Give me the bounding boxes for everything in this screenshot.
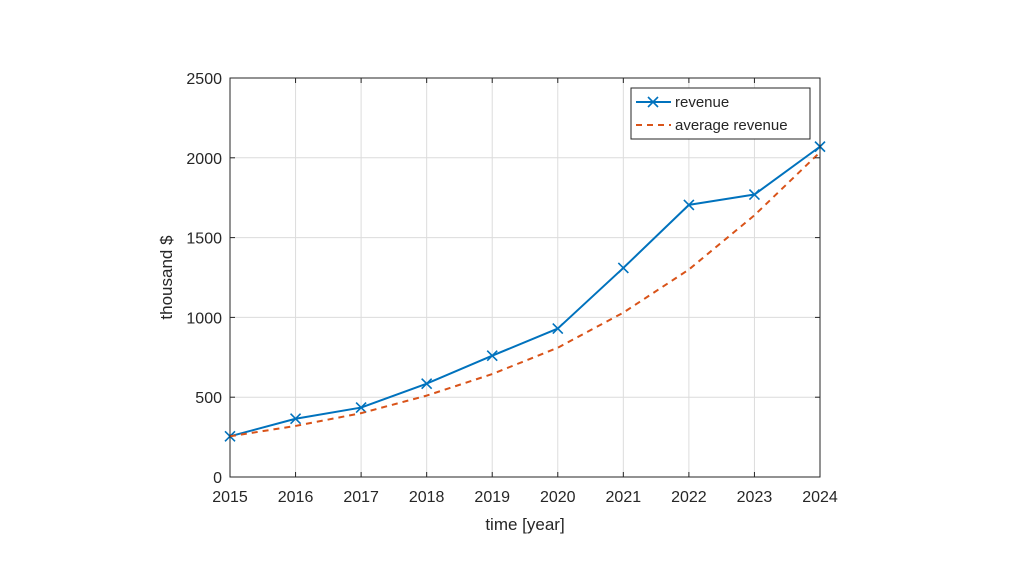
x-tick-label: 2024	[802, 489, 838, 506]
y-tick-label: 2000	[186, 151, 222, 168]
legend-box	[630, 87, 811, 140]
x-tick-label: 2021	[606, 489, 642, 506]
x-axis-label: time [year]	[485, 515, 564, 534]
data-point-marker	[748, 188, 761, 201]
x-tick-label: 2023	[737, 489, 773, 506]
y-axis-label: thousand $	[157, 235, 176, 320]
x-tick-label: 2019	[474, 489, 510, 506]
data-point-marker	[289, 413, 302, 425]
data-point-marker	[355, 402, 367, 414]
y-tick-label: 1500	[186, 231, 222, 248]
x-tick-label: 2022	[671, 489, 707, 506]
tick-labels: 2015 2016 2017 2018 2019 2020 2021 2022 2023 2024…	[186, 71, 837, 506]
data-point-marker	[683, 199, 695, 211]
data-point-marker	[421, 378, 433, 390]
series-line-average-revenue	[229, 151, 821, 438]
plot-area-frame	[229, 77, 821, 478]
x-tick-label: 2017	[343, 489, 379, 506]
legend: revenue average revenue	[630, 87, 811, 140]
data-point-marker	[617, 262, 629, 274]
y-tick-label: 2500	[186, 71, 222, 88]
legend-label: average revenue	[675, 117, 788, 134]
legend-marker-icon	[647, 96, 659, 108]
y-tick-label: 0	[213, 470, 222, 487]
y-tick-label: 500	[195, 390, 222, 407]
data-point-marker	[552, 323, 564, 335]
series-layer	[224, 141, 826, 442]
x-tick-label: 2020	[540, 489, 576, 506]
x-tick-label: 2015	[212, 489, 248, 506]
legend-label: revenue	[675, 94, 729, 111]
data-point-marker	[486, 350, 498, 362]
series-line-revenue	[229, 145, 821, 438]
x-tick-label: 2016	[278, 489, 314, 506]
x-tick-label: 2018	[409, 489, 445, 506]
y-tick-label: 1000	[186, 310, 222, 327]
